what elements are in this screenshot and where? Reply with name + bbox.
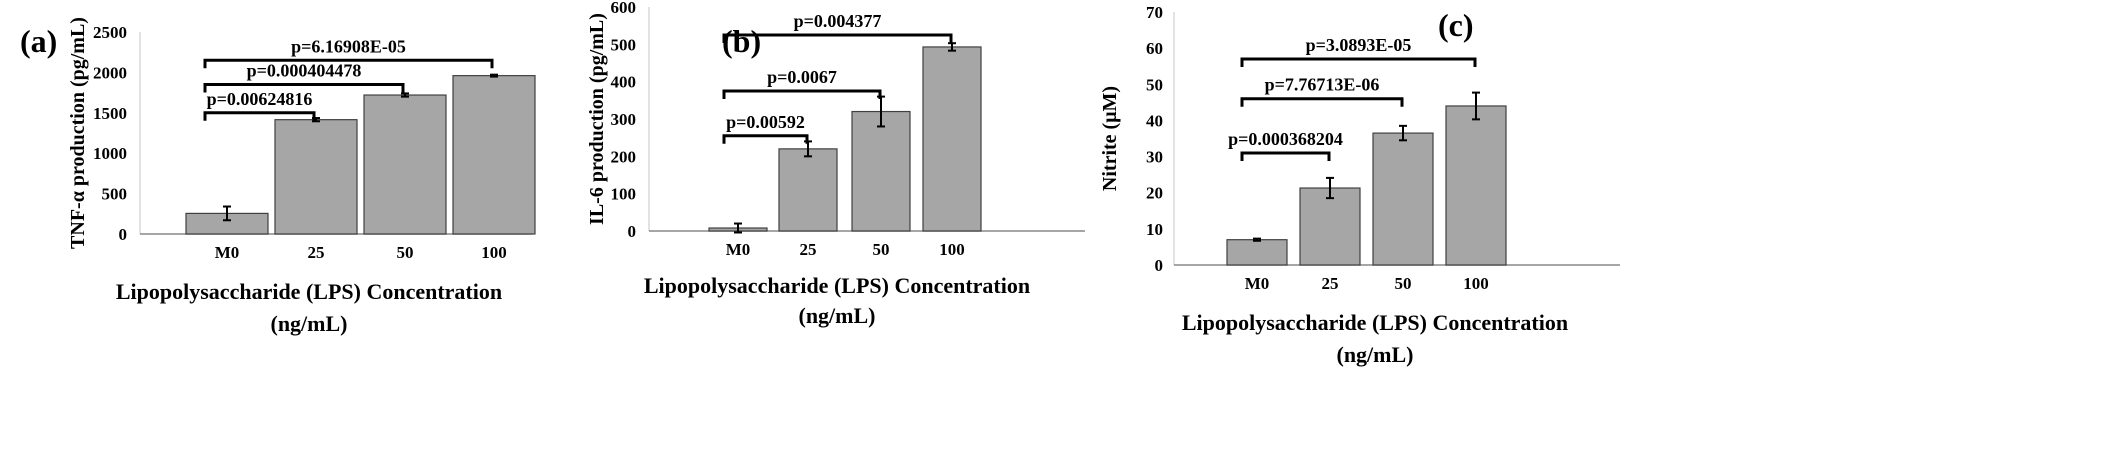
chart-panel-c: (c) 0 10 20 30 40 50 60 70 Nitrite (μM) M0 25 50 100 p… xyxy=(1099,3,1620,367)
p-value-label: p=0.000404478 xyxy=(247,61,362,81)
bar-50 xyxy=(363,94,447,235)
bar-25 xyxy=(274,119,358,235)
bar-50 xyxy=(1372,132,1434,266)
significance-bracket xyxy=(1240,151,1331,161)
y-tick-label: 2500 xyxy=(93,23,127,42)
y-tick-label: 2000 xyxy=(93,63,127,82)
p-value-label: p=0.004377 xyxy=(794,11,882,31)
significance-bracket xyxy=(203,58,494,69)
y-tick-label: 600 xyxy=(611,0,637,17)
y-axis-title: Nitrite (μM) xyxy=(1099,86,1121,191)
y-tick-label: 500 xyxy=(611,35,637,54)
y-tick-label: 200 xyxy=(611,147,637,166)
x-axis-unit: (ng/mL) xyxy=(1337,342,1414,367)
y-axis-title: IL-6 production (pg/mL) xyxy=(586,13,608,225)
y-tick-label: 400 xyxy=(611,73,637,92)
significance-bracket xyxy=(722,134,809,144)
y-tick-label: 1000 xyxy=(93,144,127,163)
x-axis-unit: (ng/mL) xyxy=(799,303,876,328)
p-value-label: p=3.0893E-05 xyxy=(1306,35,1412,55)
x-axis-title: Lipopolysaccharide (LPS) Concentration xyxy=(644,273,1030,298)
bar-50 xyxy=(851,110,911,232)
category-label: 100 xyxy=(939,240,965,259)
bar-100 xyxy=(452,75,536,235)
category-label: M0 xyxy=(1245,274,1270,293)
category-label: 100 xyxy=(481,243,507,262)
x-axis-title: Lipopolysaccharide (LPS) Concentration xyxy=(1182,310,1568,335)
significance-bracket xyxy=(722,89,882,99)
y-tick-label: 500 xyxy=(102,185,128,204)
y-tick-label: 70 xyxy=(1146,3,1163,22)
significance-bracket xyxy=(203,83,405,93)
significance-bracket xyxy=(722,33,953,43)
p-value-label: p=0.000368204 xyxy=(1228,129,1343,149)
significance-bracket xyxy=(203,111,316,121)
x-axis-unit: (ng/mL) xyxy=(271,311,348,336)
y-tick-label: 40 xyxy=(1146,111,1163,130)
category-label: 50 xyxy=(1395,274,1412,293)
panel-label: (c) xyxy=(1438,7,1474,43)
y-tick-label: 100 xyxy=(611,185,637,204)
y-tick-label: 60 xyxy=(1146,39,1163,58)
panel-label: (b) xyxy=(722,23,761,59)
p-value-label: p=7.76713E-06 xyxy=(1265,75,1380,95)
significance-bracket xyxy=(1240,57,1477,67)
x-axis-title: Lipopolysaccharide (LPS) Concentration xyxy=(116,279,502,304)
category-label: 25 xyxy=(800,240,817,259)
category-label: M0 xyxy=(215,243,240,262)
bar-25 xyxy=(778,148,838,232)
y-tick-label: 1500 xyxy=(93,104,127,123)
category-label: 50 xyxy=(873,240,890,259)
category-label: 25 xyxy=(308,243,325,262)
significance-bracket xyxy=(1240,97,1404,107)
category-label: 50 xyxy=(397,243,414,262)
y-tick-label: 20 xyxy=(1146,184,1163,203)
y-tick-label: 0 xyxy=(1155,256,1164,275)
bar-100 xyxy=(922,46,982,232)
y-tick-label: 0 xyxy=(628,222,637,241)
y-tick-label: 0 xyxy=(119,225,128,244)
bar-100 xyxy=(1445,105,1507,266)
y-tick-label: 30 xyxy=(1146,148,1163,167)
y-tick-label: 10 xyxy=(1146,220,1163,239)
y-tick-label: 300 xyxy=(611,110,637,129)
p-value-label: p=6.16908E-05 xyxy=(291,36,406,56)
category-label: 25 xyxy=(1322,274,1339,293)
category-label: M0 xyxy=(726,240,751,259)
p-value-label: p=0.00624816 xyxy=(207,89,313,109)
p-value-label: p=0.00592 xyxy=(726,112,805,132)
y-axis-title: TNF-α production (pg/mL) xyxy=(67,17,89,249)
bar-M0 xyxy=(1226,239,1288,266)
p-value-label: p=0.0067 xyxy=(767,67,837,87)
panel-label: (a) xyxy=(20,23,57,59)
bar-25 xyxy=(1299,187,1361,266)
y-tick-label: 50 xyxy=(1146,75,1163,94)
category-label: 100 xyxy=(1463,274,1489,293)
